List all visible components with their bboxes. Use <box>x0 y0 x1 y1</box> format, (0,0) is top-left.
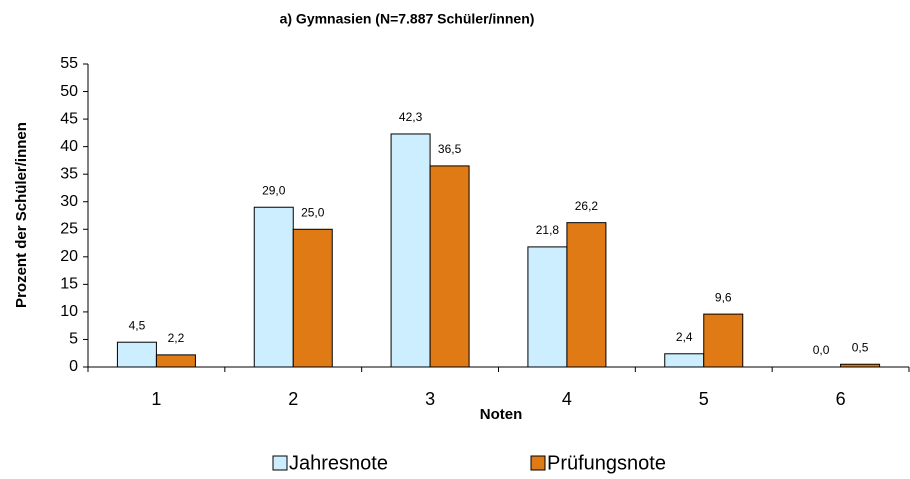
x-tick-label: 5 <box>699 389 709 409</box>
x-tick-label: 4 <box>562 389 572 409</box>
y-tick-label: 0 <box>69 358 78 375</box>
bar <box>566 222 607 368</box>
value-label: 42,3 <box>399 110 423 124</box>
y-tick-label: 40 <box>60 138 78 155</box>
legend-label: Prüfungsnote <box>547 452 666 474</box>
value-label: 29,0 <box>262 183 286 197</box>
value-label: 26,2 <box>575 199 599 213</box>
bar <box>840 363 881 368</box>
value-label: 0,5 <box>852 340 869 354</box>
value-label: 21,8 <box>536 223 560 237</box>
x-axis-label: Noten <box>480 406 523 423</box>
y-tick-label: 10 <box>60 303 78 320</box>
x-tick-label: 3 <box>425 389 435 409</box>
value-label: 0,0 <box>813 343 830 357</box>
x-tick-label: 2 <box>288 389 298 409</box>
y-tick-label: 15 <box>60 276 78 293</box>
y-tick-label: 55 <box>60 55 78 72</box>
legend-label: Jahresnote <box>289 452 388 474</box>
bar <box>527 246 568 368</box>
y-tick-label: 50 <box>60 83 78 100</box>
y-tick-label: 25 <box>60 220 78 237</box>
y-axis-label: Prozent der Schüler/innen <box>13 122 30 308</box>
value-label: 25,0 <box>301 205 325 219</box>
value-label: 2,4 <box>676 330 693 344</box>
chart-title: a) Gymnasien (N=7.887 Schüler/innen) <box>280 11 535 27</box>
y-tick-label: 35 <box>60 165 78 182</box>
bar <box>664 353 705 368</box>
legend-swatch <box>272 455 288 471</box>
bar <box>390 133 431 368</box>
bar <box>253 206 294 368</box>
y-tick-label: 20 <box>60 248 78 265</box>
x-tick-label: 6 <box>836 389 846 409</box>
bar <box>155 354 196 368</box>
value-label: 4,5 <box>129 318 146 332</box>
y-tick-label: 5 <box>69 331 78 348</box>
bar <box>292 228 333 368</box>
x-tick-label: 1 <box>151 389 161 409</box>
bar <box>116 341 157 368</box>
bar <box>429 165 470 368</box>
legend-swatch <box>530 455 546 471</box>
value-label: 36,5 <box>438 142 462 156</box>
bar <box>703 313 744 368</box>
y-tick-label: 45 <box>60 110 78 127</box>
y-tick-label: 30 <box>60 193 78 210</box>
value-label: 9,6 <box>715 290 732 304</box>
value-label: 2,2 <box>168 331 185 345</box>
